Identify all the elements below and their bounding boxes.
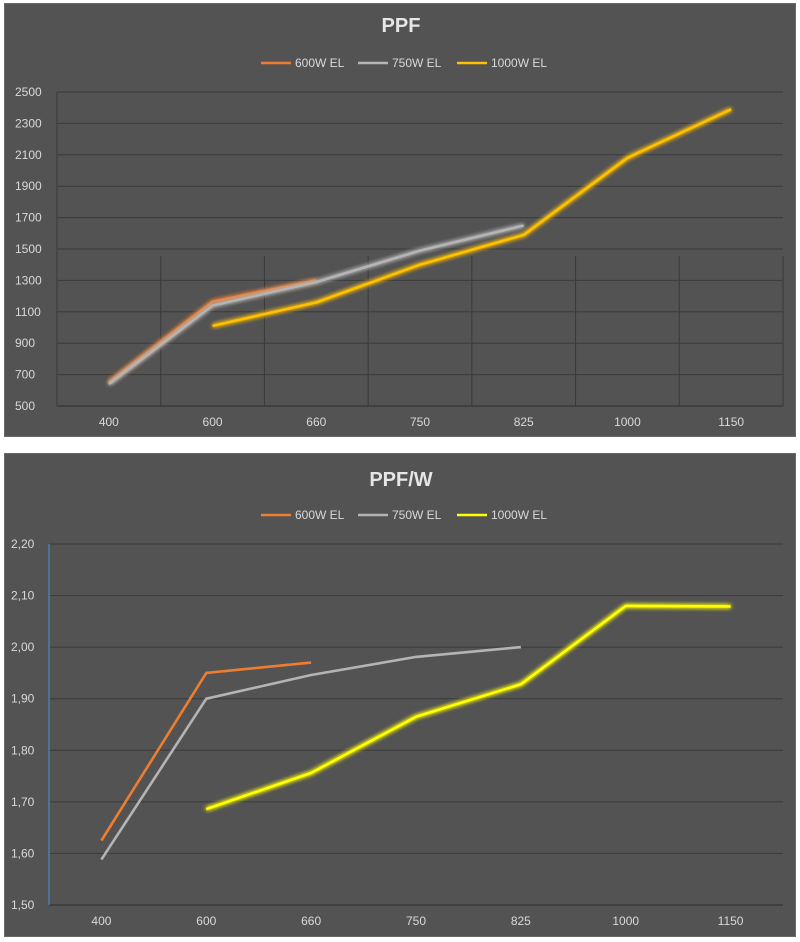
ppf-per-watt-chart: 1,50 1,60 1,70 1,80 1,90 2,00 2,10 2,20 400 600 66… [11,469,783,928]
chart-title: PPF/W [369,469,432,491]
y-tick-label: 1,90 [11,692,35,706]
y-tick-label: 2100 [15,148,42,162]
x-tick-label: 1000 [614,415,641,429]
y-tick-label: 1,70 [11,795,35,809]
y-tick-label: 900 [15,336,35,350]
x-tick-label: 750 [410,415,430,429]
x-tick-label: 660 [301,914,321,928]
legend-label: 600W EL [295,508,345,522]
x-tick-label: 600 [196,914,216,928]
y-tick-label: 2500 [15,85,42,99]
series-line-600w-el [100,661,312,842]
y-tick-label: 1900 [15,179,42,193]
x-tick-label: 400 [99,415,119,429]
y-tick-label: 1700 [15,211,42,225]
legend-label: 600W EL [295,56,345,70]
y-tick-label: 700 [15,368,35,382]
series-line-750w-el [108,224,525,386]
y-tick-label: 1,60 [11,846,35,860]
y-tick-label: 2300 [15,116,42,130]
y-tick-label: 2,10 [11,589,35,603]
x-tick-label: 825 [511,914,531,928]
x-tick-label: 1150 [718,914,744,928]
x-tick-label: 1150 [718,415,744,429]
y-tick-label: 2,00 [11,640,35,654]
series-line-750w-el [100,645,522,861]
x-tick-label: 600 [203,415,223,429]
y-tick-label: 1300 [15,273,42,287]
legend-label: 1000W EL [491,56,547,70]
series-line-1000w-el [205,604,731,811]
legend-label: 750W EL [392,508,442,522]
ppf-chart-panel: 500 700 900 1100 1300 1500 1700 1900 2100 2300 250… [4,3,796,437]
series-line-600w-el [108,279,317,384]
y-tick-label: 2,20 [11,537,35,551]
x-tick-label: 400 [91,914,111,928]
x-tick-label: 825 [514,415,534,429]
x-tick-label: 750 [406,914,426,928]
series-line-1000w-el [212,108,732,328]
ppf-chart: 500 700 900 1100 1300 1500 1700 1900 2100 2300 250… [15,15,784,429]
legend-label: 750W EL [392,56,442,70]
chart-title: PPF [382,15,421,37]
y-tick-label: 500 [15,399,35,413]
legend-label: 1000W EL [491,508,547,522]
y-tick-label: 1,80 [11,743,35,757]
x-tick-label: 660 [306,415,326,429]
ppf-per-watt-chart-panel: 1,50 1,60 1,70 1,80 1,90 2,00 2,10 2,20 400 600 66… [4,453,796,937]
y-tick-label: 1100 [15,305,41,319]
y-tick-label: 1,50 [11,898,35,912]
x-tick-label: 1000 [612,914,639,928]
y-tick-label: 1500 [15,242,42,256]
